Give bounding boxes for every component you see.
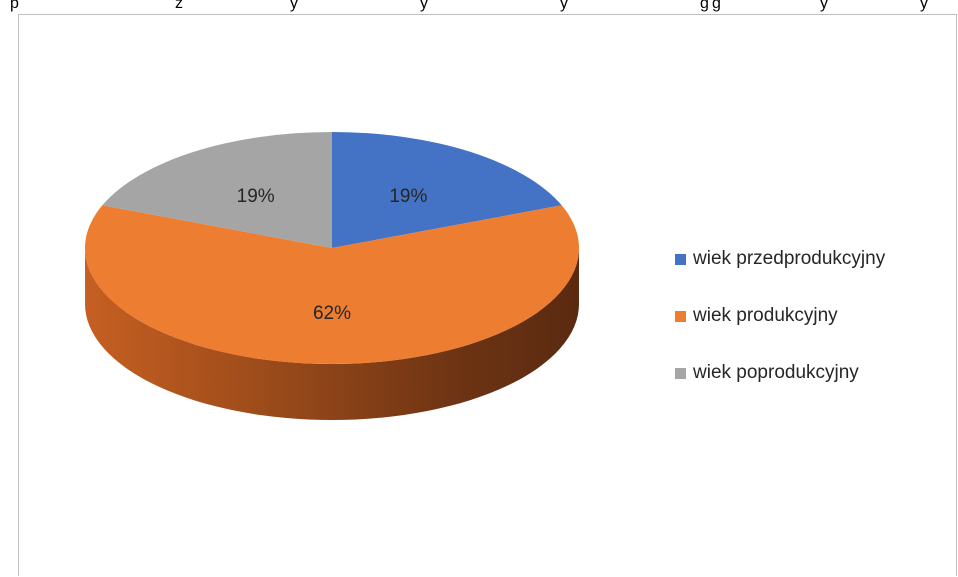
text-fragment: g <box>700 0 709 12</box>
text-fragment: g <box>712 0 721 12</box>
legend-label: wiek poprodukcyjny <box>693 362 859 383</box>
cropped-page-text: p z y y y g g y y <box>0 0 958 14</box>
pie-slice-3 <box>102 132 332 248</box>
legend-item: wiek poprodukcyjny <box>675 362 885 383</box>
legend-label: wiek przedprodukcyjny <box>693 248 886 269</box>
legend-item: wiek produkcyjny <box>675 305 885 326</box>
text-fragment: y <box>420 0 428 12</box>
data-label-3: 19% <box>237 186 275 207</box>
legend-swatch-gray <box>675 367 686 379</box>
pie-slice-2 <box>85 205 580 364</box>
text-fragment: y <box>920 0 928 12</box>
text-fragment: y <box>290 0 298 12</box>
text-fragment: y <box>560 0 568 12</box>
legend: wiek przedprodukcyjny wiek produkcyjny w… <box>675 248 886 383</box>
legend-swatch-blue <box>675 253 686 265</box>
legend-item: wiek przedprodukcyjny <box>675 248 886 269</box>
pie-chart: 19% 62% 19% <box>85 132 580 420</box>
data-label-2: 62% <box>313 303 351 324</box>
text-fragment: z <box>175 0 183 12</box>
legend-swatch-orange <box>675 310 686 322</box>
text-fragment: y <box>820 0 828 12</box>
text-fragment: p <box>10 0 19 12</box>
data-label-1: 19% <box>389 186 427 207</box>
pie-slice-1 <box>332 132 562 248</box>
legend-label: wiek produkcyjny <box>693 305 838 326</box>
pie-side-wall <box>85 248 579 420</box>
chart-area: 19% 62% 19% wiek przedprodukcyjny wiek pro… <box>18 14 957 576</box>
